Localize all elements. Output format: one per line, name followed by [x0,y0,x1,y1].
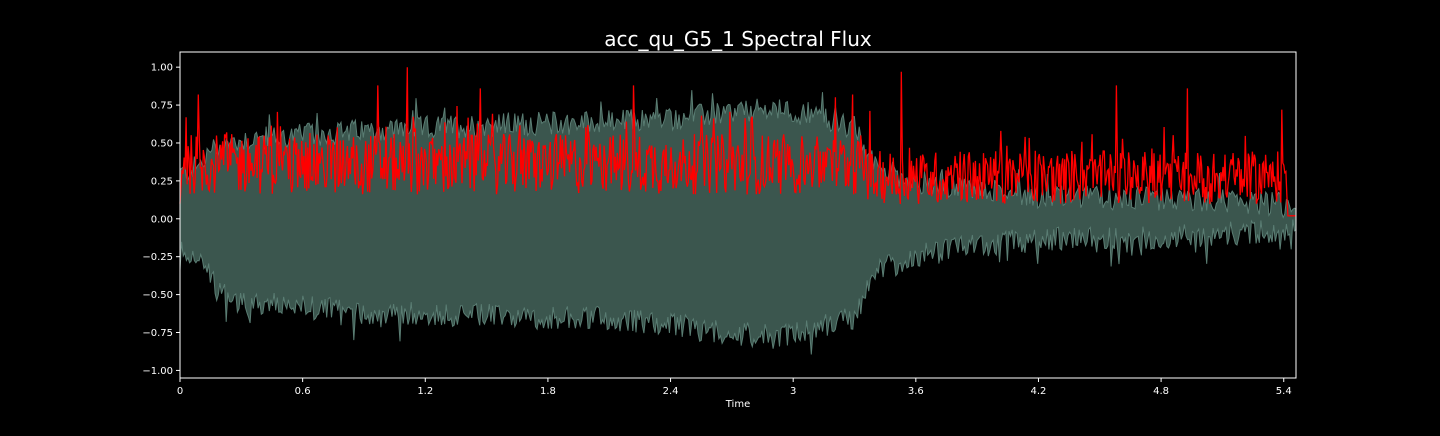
y-tick-label: 0.50 [151,138,173,149]
y-tick-label: −0.50 [142,290,173,301]
spectral-flux-line [179,67,1296,217]
chart-title: acc_qu_G5_1 Spectral Flux [604,27,872,51]
x-tick-label: 0.6 [295,386,311,397]
y-tick-label: 0.00 [151,214,173,225]
y-axis: 1.00 0.75 0.50 0.25 0.00 −0.25 −0.50 −0.75 −1.00 [142,63,180,377]
plot-frame [179,51,1297,379]
x-axis-label: Time [725,399,750,410]
x-axis: 0 0.6 1.2 1.8 2.4 3 3.6 4.2 4.8 5.4 [177,378,1292,397]
x-tick-label: 2.4 [663,386,679,397]
x-tick-label: 5.4 [1276,386,1292,397]
x-tick-label: 3.6 [908,386,924,397]
x-tick-label: 1.2 [417,386,433,397]
y-tick-label: −0.75 [142,328,173,339]
spectral-flux-layer [179,67,1296,217]
y-tick-label: −0.25 [142,252,173,263]
y-tick-label: 0.75 [151,101,173,112]
x-tick-label: 0 [177,386,183,397]
x-tick-label: 4.8 [1153,386,1169,397]
x-tick-label: 3 [790,386,796,397]
y-tick-label: 1.00 [151,63,173,74]
y-tick-label: 0.25 [151,176,173,187]
x-tick-label: 4.2 [1031,386,1047,397]
y-tick-label: −1.00 [142,366,173,377]
x-tick-label: 1.8 [540,386,556,397]
